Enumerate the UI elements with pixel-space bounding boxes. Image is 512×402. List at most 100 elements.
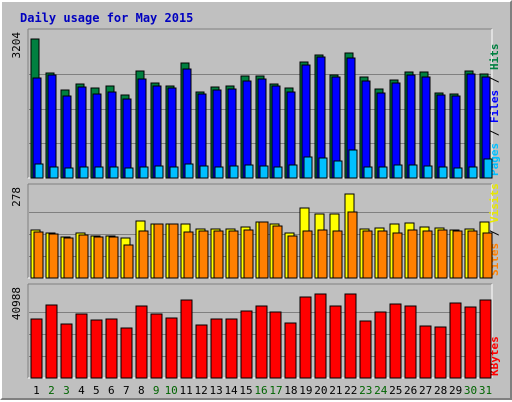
panel-visits-sites-ymax-label: 278 (10, 187, 23, 207)
bar-sites-day-5 (93, 236, 104, 279)
bar-kbytes-day-11 (180, 299, 193, 379)
bar-pages-day-14 (229, 165, 239, 179)
bar-pages-day-26 (408, 164, 418, 179)
panel-hits-files-pages-side-label-part-4: / (488, 70, 501, 90)
panel-hits-files-pages-side-label-part-2: / (488, 123, 501, 143)
bar-pages-day-25 (393, 164, 403, 179)
bar-kbytes-day-5 (90, 319, 103, 379)
bar-pages-day-11 (184, 163, 194, 179)
bar-kbytes-day-8 (135, 305, 148, 379)
bar-files-day-25 (391, 82, 401, 179)
bar-pages-day-16 (259, 165, 269, 179)
bar-kbytes-day-15 (240, 310, 253, 379)
bar-sites-day-10 (168, 223, 179, 279)
bar-kbytes-day-29 (449, 302, 462, 379)
bar-pages-day-28 (438, 166, 448, 179)
bar-sites-day-21 (332, 230, 343, 279)
x-tick-label-day-11: 11 (180, 384, 193, 397)
bar-sites-day-16 (258, 221, 269, 279)
bar-kbytes-day-22 (344, 293, 357, 379)
bar-sites-day-19 (302, 230, 313, 279)
x-tick-label-day-8: 8 (138, 384, 145, 397)
bar-sites-day-22 (347, 211, 358, 279)
x-tick-label-day-25: 25 (389, 384, 402, 397)
bar-pages-day-12 (199, 165, 209, 179)
bar-pages-day-5 (94, 166, 104, 179)
bar-files-day-9 (152, 85, 162, 179)
bar-files-day-8 (137, 78, 147, 179)
x-tick-label-day-17: 17 (269, 384, 282, 397)
bar-files-day-15 (242, 80, 252, 179)
bar-files-day-3 (62, 95, 72, 179)
bar-pages-day-29 (453, 167, 463, 179)
bar-kbytes-day-30 (464, 306, 477, 379)
bar-sites-day-28 (437, 229, 448, 279)
x-tick-label-day-28: 28 (434, 384, 447, 397)
x-tick-label-day-4: 4 (78, 384, 85, 397)
bar-kbytes-day-6 (105, 318, 118, 379)
bar-kbytes-day-21 (329, 305, 342, 379)
bar-files-day-1 (32, 77, 42, 179)
bar-kbytes-day-14 (225, 318, 238, 379)
panel-hits-files-pages-side-label-part-5: Hits (488, 44, 501, 71)
bar-sites-day-25 (392, 232, 403, 279)
bar-pages-day-7 (124, 167, 134, 179)
bar-pages-day-13 (214, 166, 224, 179)
bar-files-day-24 (376, 92, 386, 179)
x-tick-label-day-2: 2 (48, 384, 55, 397)
bar-kbytes-day-9 (150, 313, 163, 379)
bar-sites-day-29 (452, 230, 463, 279)
bar-pages-day-20 (318, 157, 328, 179)
bar-files-day-29 (451, 95, 461, 179)
bar-files-day-4 (77, 86, 87, 179)
bar-kbytes-day-7 (120, 327, 133, 379)
bar-pages-day-24 (378, 166, 388, 179)
bar-sites-day-6 (108, 236, 119, 279)
x-tick-label-day-9: 9 (153, 384, 160, 397)
bar-pages-day-4 (79, 166, 89, 179)
bar-pages-day-10 (169, 166, 179, 179)
x-tick-label-day-6: 6 (108, 384, 115, 397)
bar-kbytes-day-25 (389, 303, 402, 379)
bar-pages-day-2 (49, 166, 59, 179)
bar-sites-day-31 (482, 232, 493, 279)
x-tick-label-day-22: 22 (344, 384, 357, 397)
x-tick-label-day-23: 23 (359, 384, 372, 397)
bar-sites-day-23 (362, 230, 373, 279)
bar-files-day-17 (271, 85, 281, 179)
x-tick-label-day-10: 10 (165, 384, 178, 397)
bar-sites-day-2 (48, 233, 59, 279)
bar-kbytes-day-28 (434, 326, 447, 379)
bar-sites-day-20 (317, 229, 328, 279)
bar-pages-day-30 (468, 166, 478, 179)
bar-sites-day-27 (422, 230, 433, 279)
bar-kbytes-day-27 (419, 325, 432, 379)
bar-pages-day-17 (273, 166, 283, 179)
bar-files-day-27 (421, 76, 431, 179)
x-tick-label-day-14: 14 (224, 384, 238, 397)
x-tick-label-day-18: 18 (284, 384, 297, 397)
bar-kbytes-day-19 (299, 296, 312, 379)
bar-sites-day-9 (153, 223, 164, 279)
bar-sites-day-18 (287, 235, 298, 279)
x-tick-label-day-26: 26 (404, 384, 417, 397)
bar-pages-day-6 (109, 166, 119, 179)
bar-sites-day-7 (123, 244, 134, 279)
bar-pages-day-23 (363, 166, 373, 179)
bar-files-day-28 (436, 94, 446, 179)
bar-pages-day-18 (288, 164, 298, 179)
bar-kbytes-day-26 (404, 305, 417, 379)
bar-kbytes-day-2 (45, 304, 58, 379)
chart-title: Daily usage for May 2015 (20, 11, 193, 25)
bar-files-day-12 (197, 93, 207, 179)
bar-kbytes-day-18 (284, 322, 297, 379)
x-tick-label-day-5: 5 (93, 384, 100, 397)
bar-sites-day-11 (183, 231, 194, 279)
bar-pages-day-1 (34, 163, 44, 179)
bar-kbytes-day-3 (60, 323, 73, 379)
bar-files-day-5 (92, 93, 102, 179)
x-tick-label-day-19: 19 (299, 384, 312, 397)
panel-kbytes-ymax-label: 40988 (10, 287, 23, 320)
